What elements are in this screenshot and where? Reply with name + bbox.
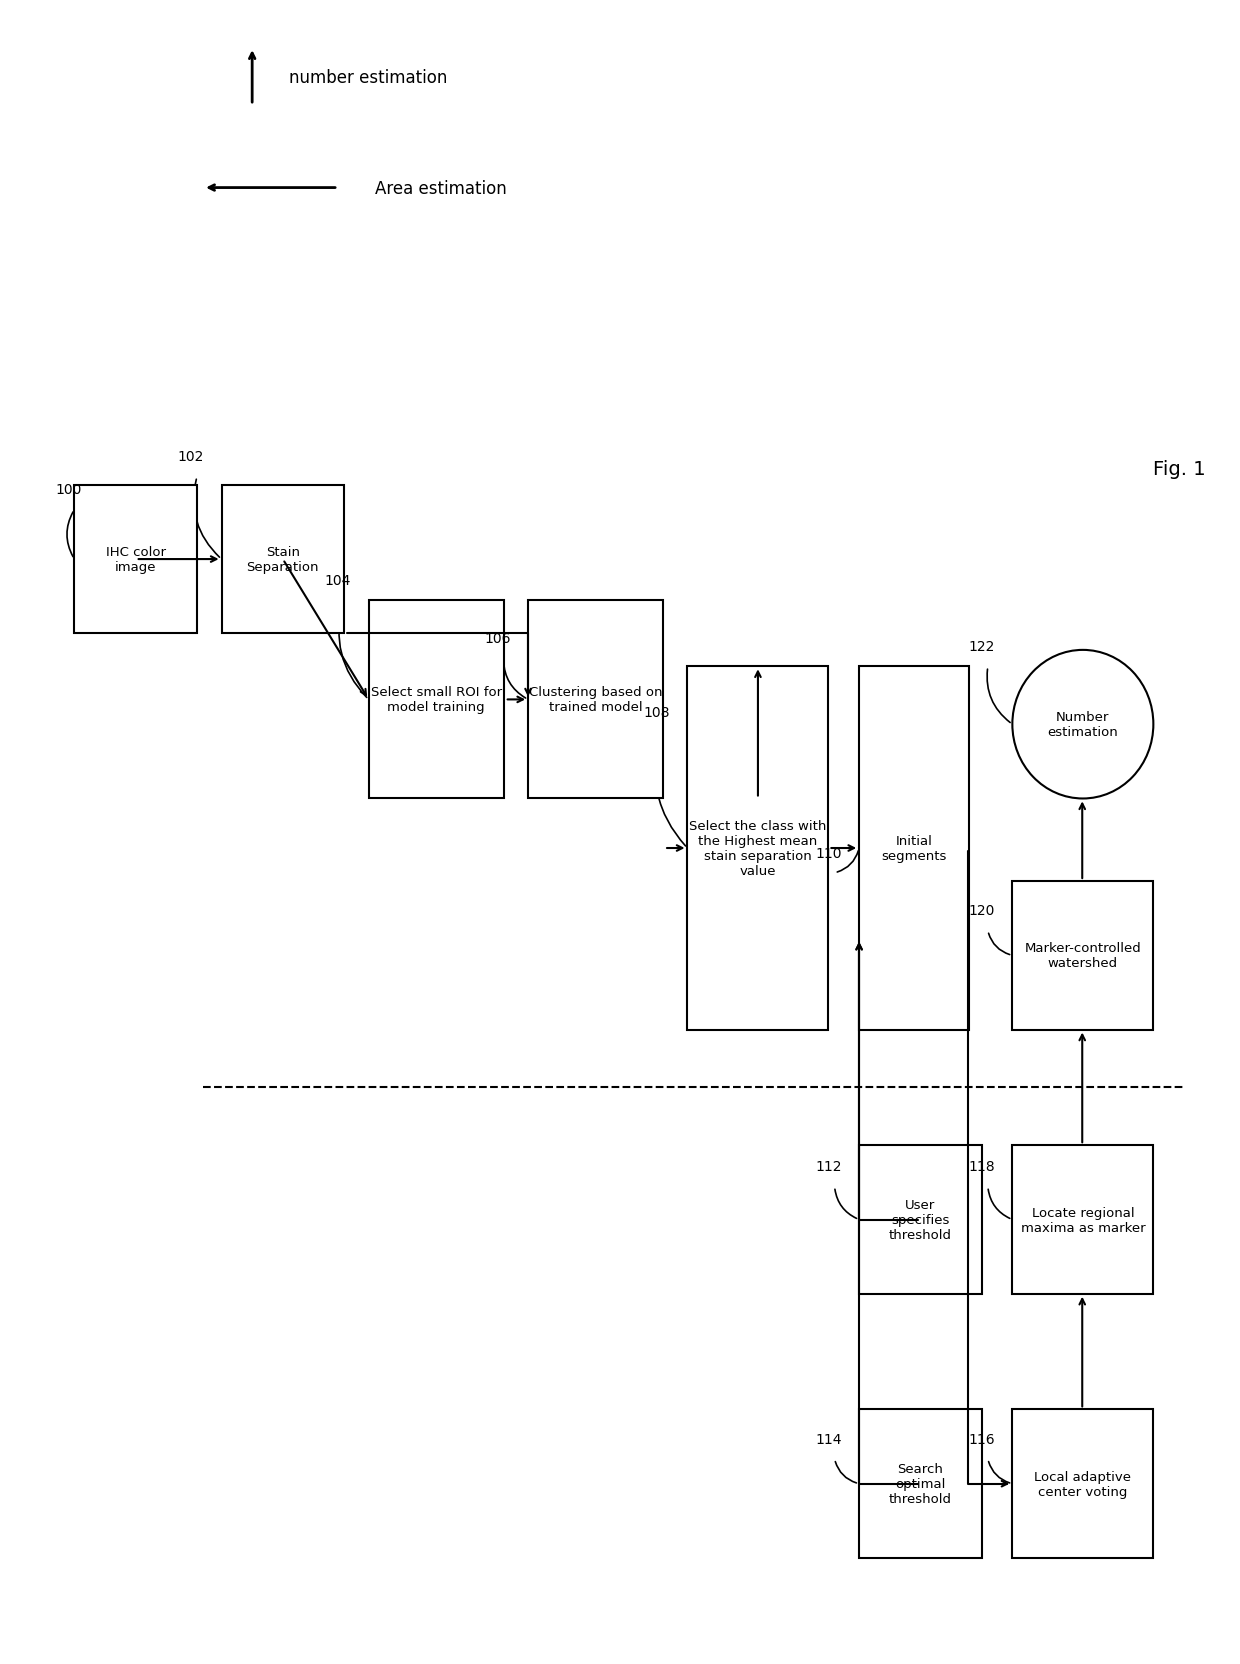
Text: IHC color
image: IHC color image: [105, 546, 166, 574]
Text: Area estimation: Area estimation: [374, 180, 506, 198]
Text: Select the class with
the Highest mean
stain separation
value: Select the class with the Highest mean s…: [689, 819, 827, 877]
Text: number estimation: number estimation: [289, 68, 448, 87]
FancyArrowPatch shape: [987, 669, 1011, 724]
FancyBboxPatch shape: [368, 601, 503, 799]
Text: 114: 114: [815, 1431, 842, 1446]
Text: 122: 122: [968, 639, 994, 654]
FancyArrowPatch shape: [193, 479, 219, 557]
Text: Local adaptive
center voting: Local adaptive center voting: [1034, 1469, 1131, 1498]
Text: Locate regional
maxima as marker: Locate regional maxima as marker: [1021, 1206, 1146, 1233]
Ellipse shape: [1012, 651, 1153, 799]
FancyArrowPatch shape: [835, 1190, 857, 1218]
FancyBboxPatch shape: [859, 1145, 982, 1295]
FancyBboxPatch shape: [687, 667, 828, 1030]
FancyBboxPatch shape: [1012, 882, 1153, 1030]
FancyBboxPatch shape: [1012, 1145, 1153, 1295]
FancyArrowPatch shape: [836, 1461, 857, 1483]
Text: 110: 110: [815, 845, 842, 860]
Text: Marker-controlled
watershed: Marker-controlled watershed: [1024, 942, 1141, 970]
Text: Stain
Separation: Stain Separation: [247, 546, 319, 574]
FancyArrowPatch shape: [656, 735, 686, 847]
FancyBboxPatch shape: [528, 601, 663, 799]
FancyArrowPatch shape: [503, 662, 526, 699]
Text: 100: 100: [55, 483, 82, 498]
FancyArrowPatch shape: [339, 604, 367, 697]
Text: 118: 118: [968, 1160, 994, 1173]
FancyBboxPatch shape: [1012, 1409, 1153, 1558]
FancyArrowPatch shape: [988, 1190, 1009, 1218]
Text: 112: 112: [815, 1160, 842, 1173]
Text: User
specifies
threshold: User specifies threshold: [889, 1198, 952, 1241]
Text: Select small ROI for
model training: Select small ROI for model training: [371, 686, 502, 714]
Text: Number
estimation: Number estimation: [1048, 711, 1118, 739]
FancyArrowPatch shape: [988, 934, 1009, 955]
Text: 108: 108: [644, 706, 670, 721]
FancyArrowPatch shape: [67, 513, 73, 557]
Text: Fig. 1: Fig. 1: [1153, 459, 1207, 479]
Text: 106: 106: [484, 632, 511, 646]
Text: 104: 104: [325, 574, 351, 587]
FancyBboxPatch shape: [859, 1409, 982, 1558]
FancyBboxPatch shape: [74, 486, 197, 634]
FancyBboxPatch shape: [222, 486, 345, 634]
Text: 102: 102: [177, 449, 205, 464]
Text: Search
optimal
threshold: Search optimal threshold: [889, 1463, 952, 1506]
Text: 120: 120: [968, 904, 994, 919]
FancyArrowPatch shape: [988, 1461, 1009, 1483]
FancyBboxPatch shape: [859, 667, 970, 1030]
FancyArrowPatch shape: [837, 852, 858, 872]
Text: 116: 116: [968, 1431, 994, 1446]
Text: Initial
segments: Initial segments: [882, 835, 947, 862]
Text: Clustering based on
trained model: Clustering based on trained model: [528, 686, 662, 714]
